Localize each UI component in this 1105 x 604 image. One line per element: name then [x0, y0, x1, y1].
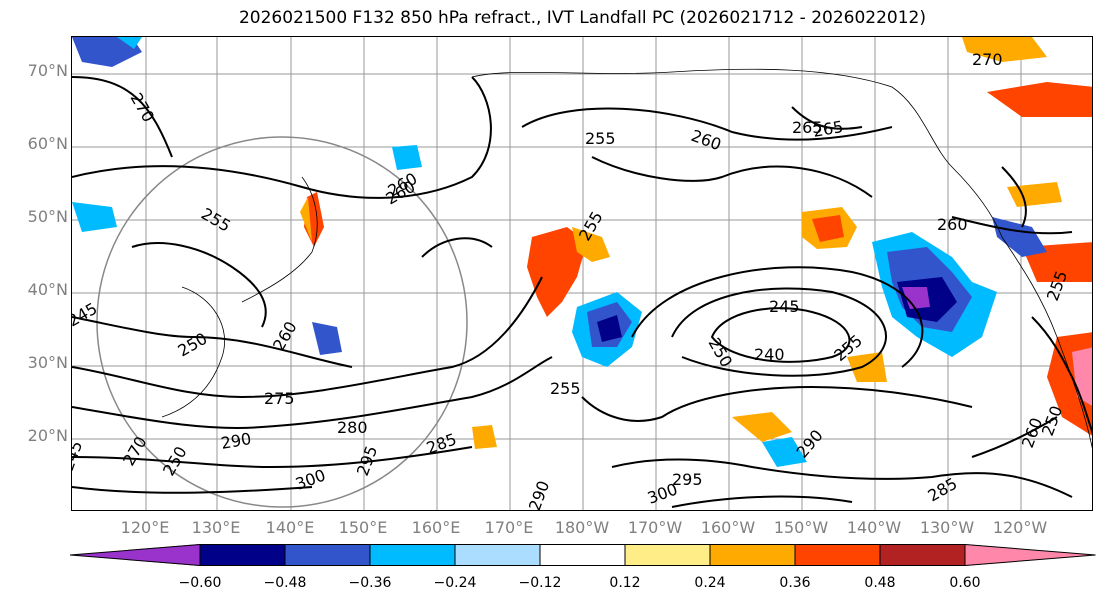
colorbar-label: 0.36 — [779, 575, 811, 591]
lon-label-130w: 130°W — [919, 518, 975, 537]
colorbar-label: 0.60 — [949, 575, 981, 591]
lat-label-60n: 60°N — [27, 134, 68, 153]
contour-label: 265 — [792, 118, 823, 137]
lon-label-160e: 160°E — [411, 518, 461, 537]
contour-label: 290 — [219, 429, 252, 453]
colorbar-label: −0.24 — [433, 575, 477, 591]
contour-label: 260 — [689, 126, 724, 154]
colorbar-label: 0.24 — [694, 575, 726, 591]
contour-label: 255 — [585, 129, 616, 148]
colorbar-label: −0.36 — [348, 575, 392, 591]
contour-label: 295 — [353, 443, 381, 478]
colorbar-segment — [795, 544, 880, 566]
colorbar-segment — [710, 544, 795, 566]
colorbar-segment — [540, 544, 625, 566]
contour-label: 255 — [550, 379, 581, 398]
contour-label: 245 — [72, 299, 100, 331]
colorbar-segment — [625, 544, 710, 566]
lon-label-130e: 130°E — [191, 518, 241, 537]
lat-label-70n: 70°N — [27, 61, 68, 80]
contour-label: 250 — [1038, 403, 1066, 438]
colorbar-label: −0.60 — [178, 575, 222, 591]
lon-label-170w: 170°W — [627, 518, 683, 537]
contour-label: 295 — [672, 470, 703, 489]
contour-label: 300 — [645, 479, 680, 507]
contour-label: 300 — [293, 465, 328, 493]
colorbar-segment — [965, 544, 1096, 566]
contour-label: 280 — [337, 418, 368, 437]
coastlines — [161, 68, 1092, 449]
lon-label-150e: 150°E — [338, 518, 388, 537]
contour-label: 260 — [937, 215, 968, 234]
lat-label-40n: 40°N — [27, 280, 68, 299]
contour-label: 270 — [972, 50, 1003, 69]
shading-patches — [72, 37, 1092, 467]
lon-label-170e: 170°E — [484, 518, 534, 537]
colorbar-label: 0.12 — [609, 575, 641, 591]
colorbar-segment — [880, 544, 965, 566]
lon-label-120w: 120°W — [992, 518, 1048, 537]
refractivity-contours — [72, 76, 1092, 508]
lat-label-20n: 20°N — [27, 426, 68, 445]
colorbar-segment — [455, 544, 540, 566]
contour-label: 240 — [754, 345, 785, 364]
contour-label: 285 — [925, 474, 961, 506]
lat-label-50n: 50°N — [27, 207, 68, 226]
lon-label-150w: 150°W — [773, 518, 829, 537]
lon-label-120e: 120°E — [120, 518, 170, 537]
contour-label: 245 — [769, 297, 800, 316]
contour-label: 245 — [72, 438, 86, 473]
contour-label: 275 — [264, 389, 295, 408]
lon-label-140w: 140°W — [846, 518, 902, 537]
colorbar-label: −0.48 — [263, 575, 307, 591]
lat-label-30n: 30°N — [27, 353, 68, 372]
colorbar-segment — [370, 544, 455, 566]
map-canvas: 270 270 255 260 265 255 260 255 245 260 … — [72, 37, 1092, 511]
colorbar-label: −0.12 — [518, 575, 562, 591]
contour-label: 250 — [159, 443, 191, 479]
colorbar-segment — [200, 544, 285, 566]
lon-label-160w: 160°W — [700, 518, 756, 537]
colorbar-segment — [285, 544, 370, 566]
plot-title: 2026021500 F132 850 hPa refract., IVT La… — [238, 8, 926, 28]
contour-label: 290 — [525, 478, 553, 511]
lon-label-140e: 140°E — [265, 518, 315, 537]
map-panel: 270 270 255 260 265 255 260 255 245 260 … — [71, 36, 1093, 511]
colorbar-segment — [70, 544, 200, 566]
contour-label: 250 — [175, 329, 211, 361]
colorbar-label: 0.48 — [864, 575, 896, 591]
colorbar — [70, 544, 1096, 566]
contour-label: 255 — [198, 204, 234, 236]
lon-label-180w: 180°W — [554, 518, 610, 537]
